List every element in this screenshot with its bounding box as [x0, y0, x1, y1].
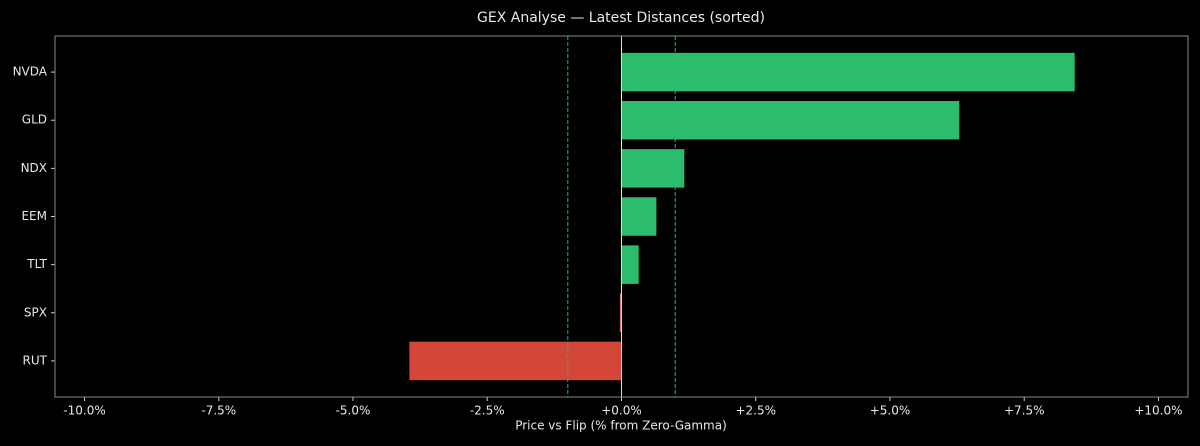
bar: [619, 293, 622, 333]
y-tick-label: TLT: [26, 257, 47, 271]
y-tick-label: NVDA: [13, 65, 48, 79]
x-tick-label: +7.5%: [1004, 404, 1045, 418]
y-tick-label: SPX: [24, 305, 47, 319]
x-tick-label: -10.0%: [63, 404, 105, 418]
bar: [621, 100, 960, 140]
x-tick-label: -2.5%: [470, 404, 505, 418]
bar: [621, 52, 1075, 92]
y-tick-label: GLD: [22, 113, 47, 127]
x-tick-label: -7.5%: [201, 404, 236, 418]
y-tick-label: EEM: [21, 209, 47, 223]
x-tick-label: +0.0%: [601, 404, 642, 418]
bar: [621, 149, 685, 188]
bar: [621, 197, 657, 236]
x-tick-label: +2.5%: [735, 404, 776, 418]
bar: [409, 341, 622, 381]
y-tick-label: NDX: [21, 161, 47, 175]
bar: [621, 245, 639, 284]
x-tick-label: +10.0%: [1134, 404, 1182, 418]
chart-title: GEX Analyse — Latest Distances (sorted): [477, 10, 765, 26]
y-tick-label: RUT: [23, 353, 48, 367]
x-tick-label: +5.0%: [870, 404, 911, 418]
plot-frame: [54, 35, 1189, 398]
x-tick-label: -5.0%: [336, 404, 371, 418]
x-axis-label: Price vs Flip (% from Zero-Gamma): [515, 419, 727, 433]
